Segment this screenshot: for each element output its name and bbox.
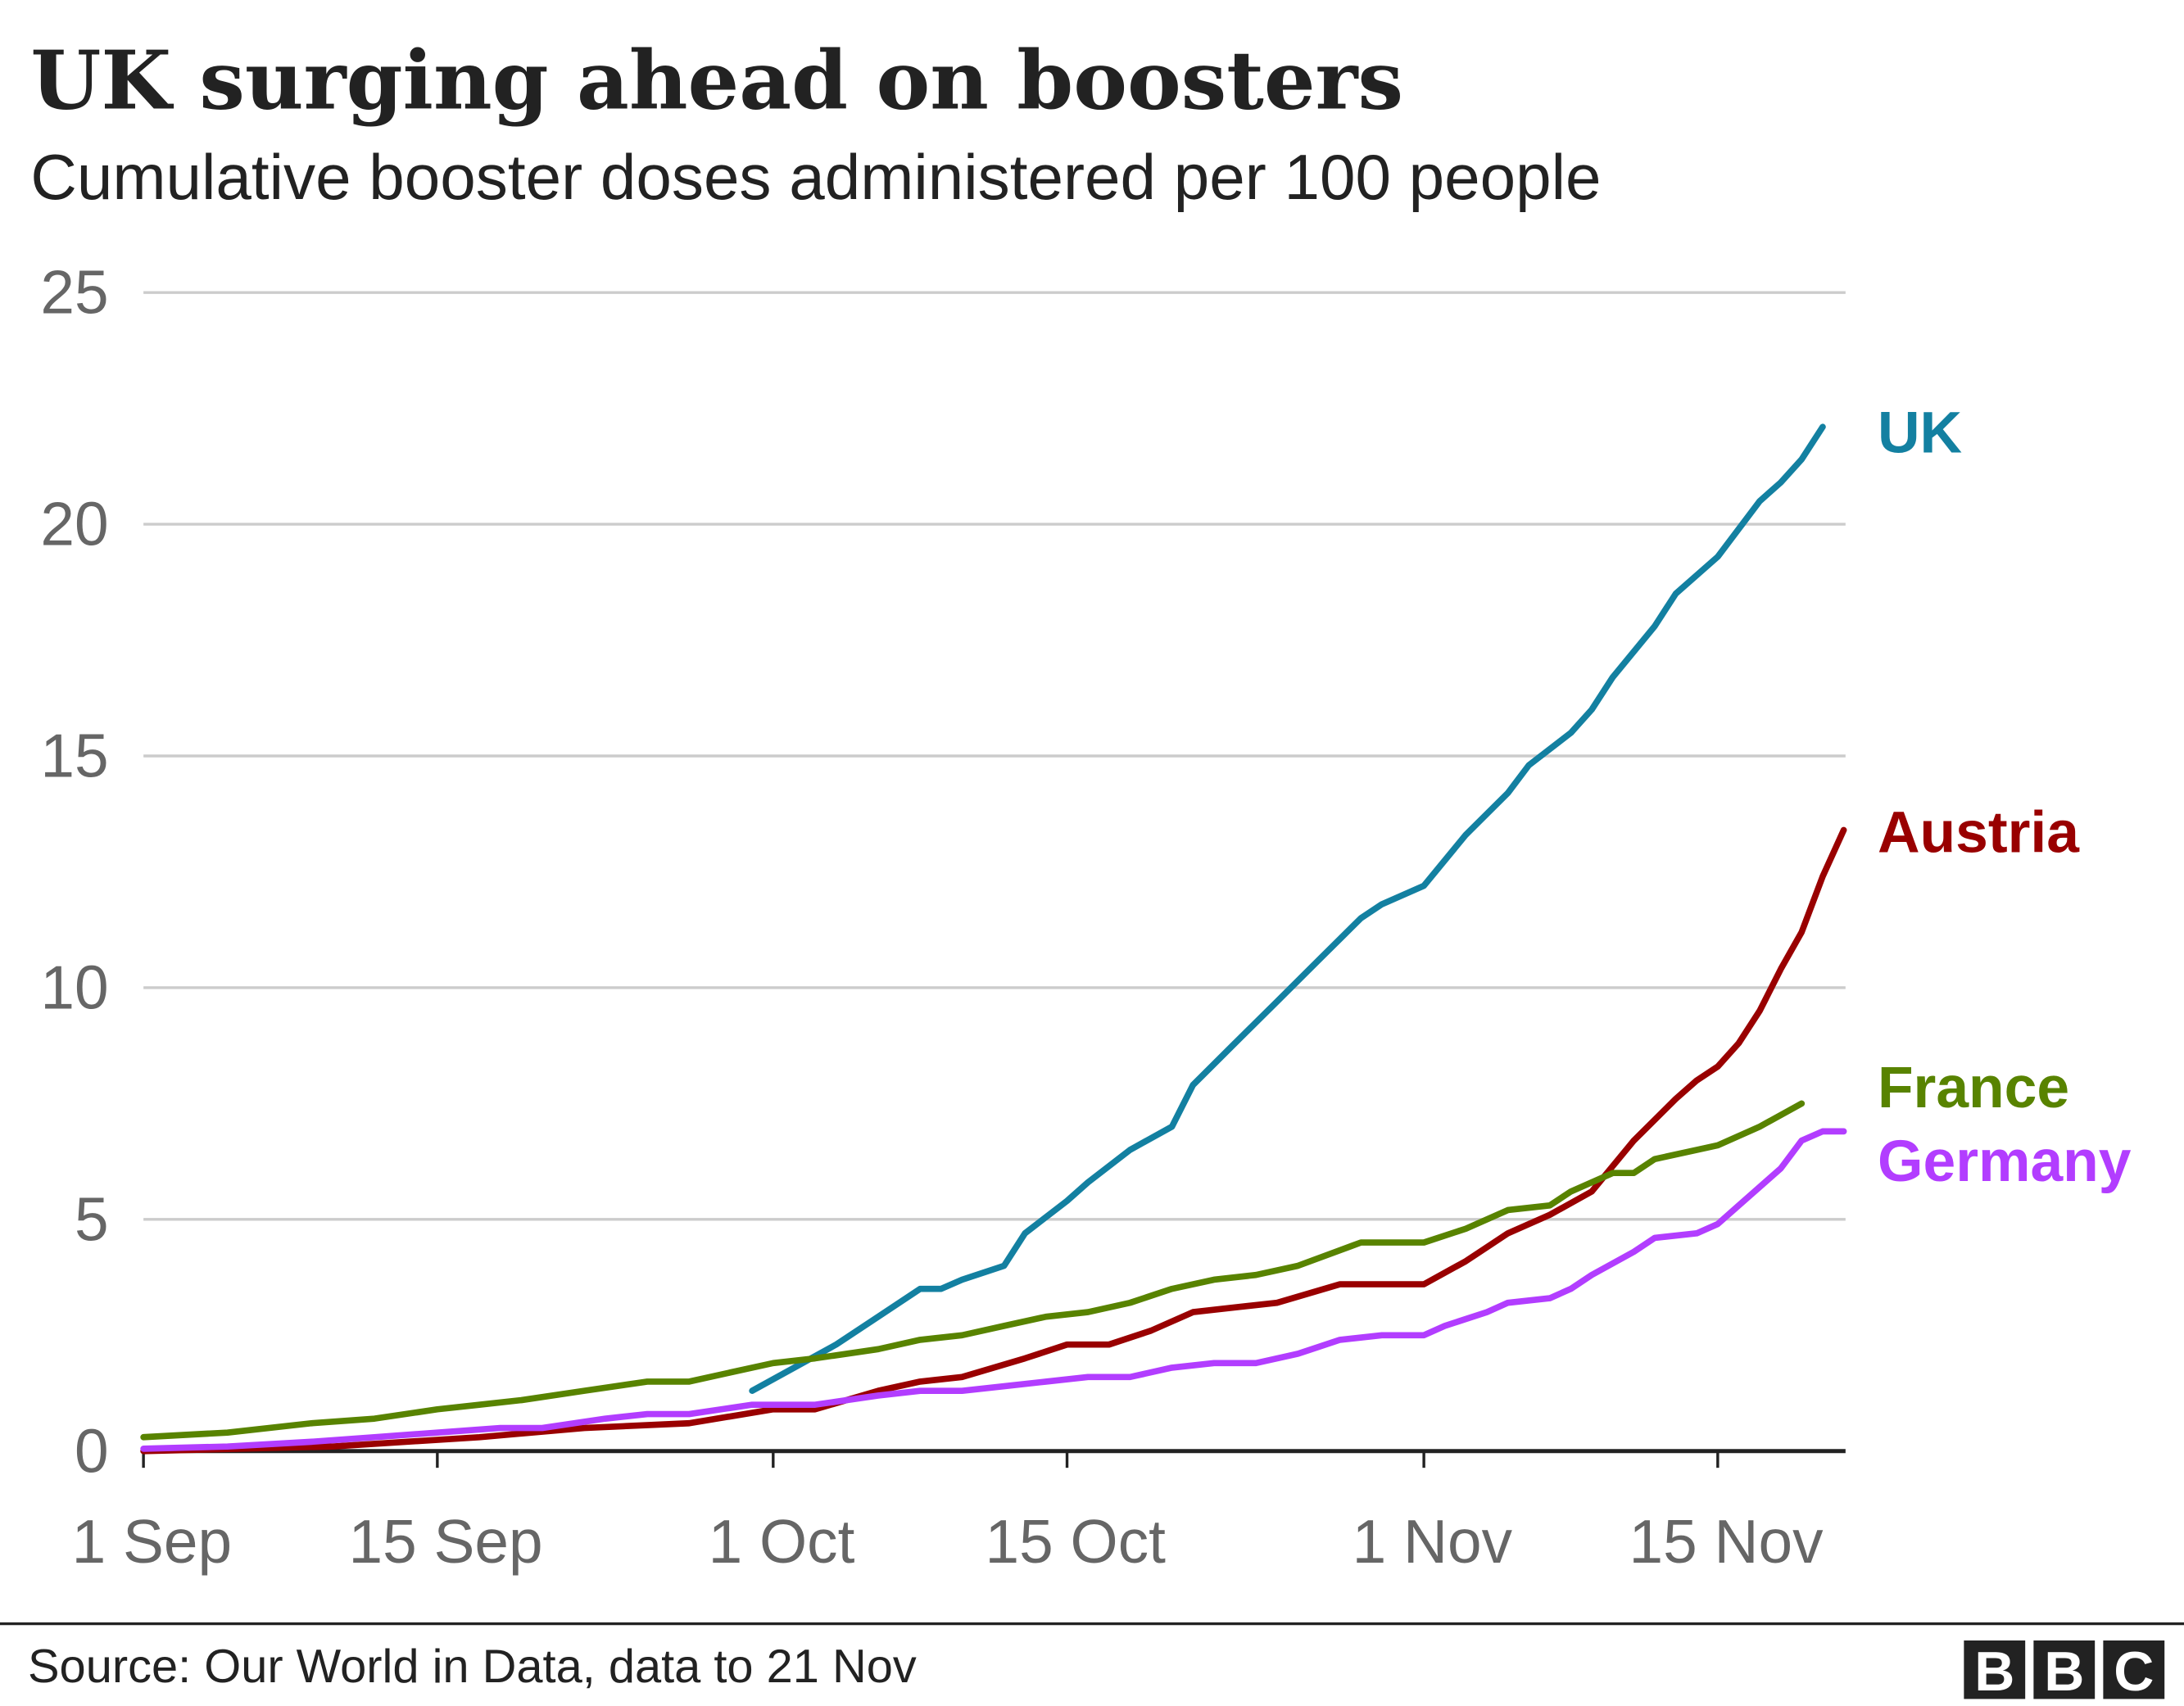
y-tick-label: 0 (75, 1416, 109, 1485)
source-note: Source: Our World in Data, data to 21 No… (28, 1640, 917, 1693)
x-tick-label: 1 Oct (709, 1507, 855, 1576)
y-tick-label: 20 (40, 490, 108, 559)
x-tick-label: 1 Sep (72, 1507, 232, 1576)
series-label-austria: Austria (1878, 800, 2080, 866)
x-axis: 1 Sep 15 Sep 1 Oct 15 Oct 1 Nov 15 Nov (72, 1449, 1846, 1576)
series-line-germany (140, 1128, 1847, 1452)
x-tick-label: 15 Oct (986, 1507, 1167, 1576)
chart-subtitle: Cumulative booster doses administered pe… (30, 141, 1601, 213)
bbc-logo: B B C (1964, 1640, 2165, 1703)
gridlines (143, 291, 1846, 1221)
svg-text:B: B (2044, 1640, 2084, 1703)
svg-text:C: C (2114, 1640, 2154, 1703)
series-line-france (140, 1100, 1806, 1441)
series-labels: UK Austria France Germany (1878, 400, 2132, 1194)
series-label-uk: UK (1878, 400, 1962, 466)
series-line-austria (140, 826, 1847, 1455)
y-tick-label: 15 (40, 721, 108, 790)
series-label-germany: Germany (1878, 1129, 2132, 1194)
series-label-france: France (1878, 1055, 2069, 1120)
x-tick-label: 15 Nov (1629, 1507, 1824, 1576)
y-tick-label: 10 (40, 953, 108, 1021)
x-tick-label: 15 Sep (349, 1507, 543, 1576)
series-line-uk (749, 423, 1826, 1394)
svg-text:B: B (1974, 1640, 2014, 1703)
y-tick-label: 25 (40, 258, 108, 327)
y-axis: 0 5 10 15 20 25 (40, 258, 108, 1486)
series-lines (140, 423, 1847, 1455)
y-tick-label: 5 (75, 1184, 109, 1253)
chart-title: UK surging ahead on boosters (30, 34, 1403, 129)
x-tick-label: 1 Nov (1353, 1507, 1513, 1576)
